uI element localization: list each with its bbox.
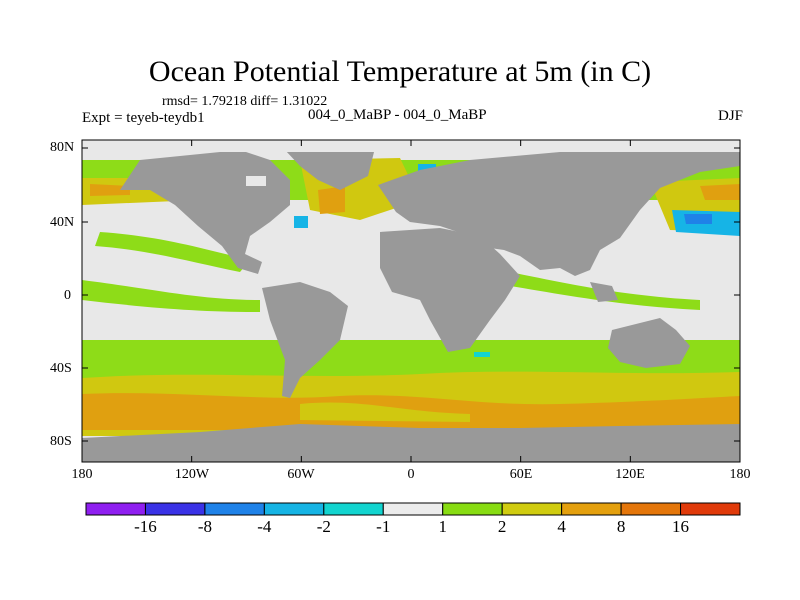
antarctica-land xyxy=(82,424,740,462)
lon-label-120w: 120W xyxy=(174,467,210,482)
colorbar-boxes xyxy=(85,502,741,516)
colorbar-label: -4 xyxy=(257,517,272,536)
colorbar-label: 4 xyxy=(557,517,566,536)
colorbar-label: -1 xyxy=(376,517,391,536)
africa-land xyxy=(380,228,520,352)
colorbar-label: -8 xyxy=(197,517,212,536)
colorbar-box xyxy=(501,502,563,516)
nw-pacific-cold-core xyxy=(684,214,712,224)
greenland-land xyxy=(285,148,375,190)
lat-label-eq: 0 xyxy=(64,288,71,303)
lon-label-60w: 60W xyxy=(287,467,315,482)
colorbar-box xyxy=(204,502,265,516)
lat-label-80s: 80S xyxy=(50,434,72,449)
indonesia-land xyxy=(590,282,618,302)
band-north-plus4 xyxy=(90,184,130,196)
colorbar-box xyxy=(442,502,503,516)
lat-label-40s: 40S xyxy=(50,361,72,376)
colorbar-box xyxy=(85,502,146,516)
south-america-land xyxy=(262,282,348,398)
band-natl-plus4 xyxy=(318,186,345,214)
colorbar-box xyxy=(620,502,682,516)
colorbar-box xyxy=(382,502,444,516)
colorbar-label: 2 xyxy=(497,517,507,536)
colorbar-box xyxy=(561,502,622,516)
colorbar-box xyxy=(144,502,206,516)
lon-label-180e: 180 xyxy=(729,467,751,482)
australia-land xyxy=(608,318,690,368)
colorbar-label: -16 xyxy=(134,517,157,536)
colorbar-box xyxy=(263,502,325,516)
colorbar-label: 8 xyxy=(616,517,626,536)
colorbar-label: -2 xyxy=(316,517,331,536)
colorbar-label: 16 xyxy=(672,517,690,536)
colorbar-box xyxy=(323,502,384,516)
lon-label-120e: 120E xyxy=(615,467,645,482)
axis-ticks xyxy=(81,140,741,462)
colorbar-box xyxy=(680,502,741,516)
comparison-label: 004_0_MaBP - 004_0_MaBP xyxy=(308,107,487,123)
colorbar-label: 1 xyxy=(438,517,447,536)
lat-label-40n: 40N xyxy=(50,215,75,230)
band-npacific-plus4 xyxy=(700,184,740,200)
eurasia-land xyxy=(378,150,740,276)
temperature-field xyxy=(82,140,740,462)
lon-label-60e: 60E xyxy=(509,467,533,482)
season-label: DJF xyxy=(717,108,743,124)
lon-label-180w: 180 xyxy=(71,467,93,482)
band-tropical-plus1 xyxy=(95,232,250,272)
lon-label-0: 0 xyxy=(407,467,415,482)
south-indian-cold xyxy=(474,352,490,357)
band-south-plus2-inner xyxy=(300,402,470,422)
lat-label-80n: 80N xyxy=(50,140,75,155)
map-title: Ocean Potential Temperature at 5m (in C) xyxy=(148,55,652,88)
experiment-label: Expt = teyeb-teydb1 xyxy=(82,110,205,126)
greenland-ice-patch xyxy=(246,176,266,186)
labrador-cold xyxy=(294,216,308,228)
band-eq-plus1 xyxy=(82,280,260,312)
stats-text: rmsd= 1.79218 diff= 1.31022 xyxy=(162,94,328,109)
land-masses xyxy=(82,140,740,462)
